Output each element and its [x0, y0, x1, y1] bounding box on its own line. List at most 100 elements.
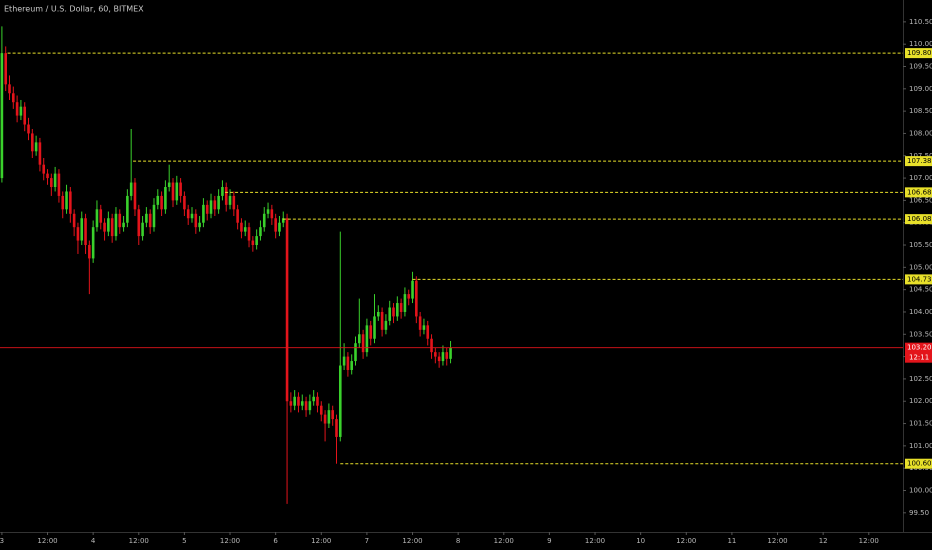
x-tick-label: 5: [182, 537, 186, 545]
candle-body: [278, 222, 281, 232]
candle-body: [221, 187, 224, 196]
candle-body: [361, 334, 365, 353]
candle-body: [342, 356, 346, 366]
x-tick-label: 12:00: [676, 537, 696, 545]
candle-body: [384, 320, 388, 330]
candle-body: [65, 191, 68, 210]
candle-body: [312, 396, 315, 402]
candle-body: [396, 303, 399, 317]
x-tick-label: 12:00: [37, 537, 57, 545]
candle-body: [289, 401, 293, 406]
candle-body: [327, 410, 331, 424]
candle-body: [266, 209, 270, 214]
level-label-box: [905, 48, 932, 59]
level-label: 100.60: [907, 460, 932, 468]
candle-body: [122, 222, 125, 228]
candle-body: [175, 182, 179, 201]
candle-body: [338, 365, 342, 437]
candle-body: [69, 191, 72, 214]
candle-body: [437, 356, 441, 362]
x-tick-label: 12:00: [402, 537, 422, 545]
candle-body: [156, 195, 160, 205]
candle-body: [160, 195, 163, 210]
x-tick-label: 12:00: [859, 537, 879, 545]
y-tick-label: 107.00: [909, 174, 932, 182]
candle-body: [403, 294, 407, 312]
candle-body: [346, 356, 350, 370]
candle-body: [46, 173, 49, 179]
candle-body: [365, 325, 369, 353]
y-tick-label: 105.50: [909, 241, 932, 249]
candle-body: [217, 195, 220, 210]
candle-body: [426, 325, 430, 339]
candle-body: [107, 218, 110, 232]
candle-body: [316, 396, 319, 406]
candle-body: [270, 209, 274, 219]
x-tick-label: 12:00: [494, 537, 514, 545]
candle-body: [91, 227, 95, 259]
candle-body: [388, 307, 392, 321]
candle-body: [415, 280, 418, 317]
candle-body: [380, 311, 384, 330]
candle-body: [103, 222, 106, 232]
candle-body: [213, 200, 217, 210]
candle-body: [61, 195, 65, 210]
candle-body: [304, 401, 308, 411]
candle-body: [430, 338, 433, 353]
candle-body: [434, 352, 437, 357]
candle-body: [251, 240, 255, 246]
y-tick-label: 109.50: [909, 63, 932, 71]
y-tick-label: 102.50: [909, 375, 932, 383]
candle-body: [129, 182, 133, 196]
y-tick-label: 107.50: [909, 152, 932, 160]
x-tick-label: 12:00: [767, 537, 787, 545]
x-tick-label: 12:00: [585, 537, 605, 545]
y-tick-label: 104.00: [909, 308, 932, 316]
candle-body: [133, 182, 137, 210]
x-tick-label: 12:00: [129, 537, 149, 545]
candle-body: [319, 405, 323, 415]
candle-body: [4, 53, 8, 85]
candle-body: [281, 218, 285, 223]
y-tick-label: 105.00: [909, 263, 932, 271]
candle-body: [407, 294, 411, 299]
candle-body: [57, 173, 61, 196]
countdown-label: 12:11: [909, 354, 929, 362]
candle-body: [186, 209, 190, 219]
candle-body: [392, 307, 395, 317]
candle-body: [418, 316, 422, 330]
candle-body: [80, 218, 84, 241]
x-tick-label: 7: [365, 537, 369, 545]
candle-body: [422, 325, 426, 330]
y-tick-label: 101.50: [909, 420, 932, 428]
candle-body: [293, 396, 296, 406]
last-price-label: 103.20: [907, 344, 932, 352]
candle-body: [148, 213, 152, 228]
candle-body: [50, 178, 53, 188]
candle-body: [110, 218, 114, 237]
candle-body: [15, 102, 19, 116]
candle-body: [236, 209, 239, 223]
candle-body: [441, 352, 445, 362]
candle-body: [232, 195, 236, 210]
candle-body: [331, 410, 334, 420]
x-tick-label: 3: [0, 537, 4, 545]
x-tick-label: 9: [547, 537, 551, 545]
x-tick-label: 12: [819, 537, 828, 545]
candle-body: [42, 164, 46, 174]
candle-body: [228, 195, 232, 205]
candle-body: [377, 311, 380, 317]
y-tick-label: 103.50: [909, 330, 932, 338]
candle-body: [137, 209, 141, 237]
level-label: 109.80: [907, 49, 932, 57]
y-tick-label: 104.50: [909, 286, 932, 294]
level-label-box: [905, 274, 932, 285]
level-label: 106.08: [907, 215, 932, 223]
y-tick-label: 109.00: [909, 85, 932, 93]
candle-body: [411, 280, 414, 299]
candle-body: [190, 213, 194, 219]
candle-body: [399, 303, 403, 312]
candle-body: [262, 213, 266, 228]
x-tick-label: 12:00: [311, 537, 331, 545]
